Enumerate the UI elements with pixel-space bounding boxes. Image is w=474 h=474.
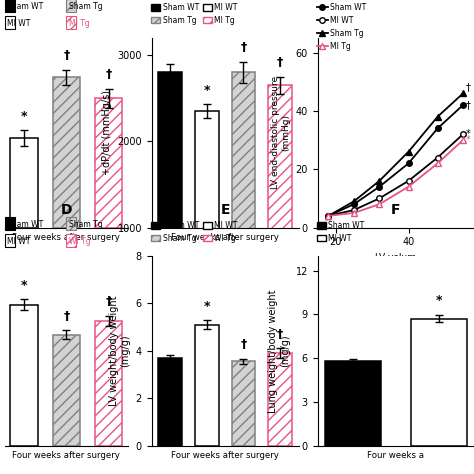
X-axis label: Four weeks after surgery: Four weeks after surgery [12, 233, 120, 242]
Text: †: † [63, 310, 70, 323]
MI Tg [351, 210, 357, 216]
Text: *: * [21, 109, 27, 122]
Text: *: * [436, 294, 442, 308]
Bar [95, 321, 122, 446]
Legend: Sham WT, MI WT, Sham Tg, MI Tg: Sham WT, MI WT, Sham Tg, MI Tg [314, 0, 370, 54]
Bar [66, 217, 76, 230]
Sham WT [460, 102, 466, 108]
Text: F: F [391, 203, 401, 217]
Bar [158, 73, 182, 314]
X-axis label: Four weeks after surgery: Four weeks after surgery [12, 451, 120, 460]
Text: MI WT: MI WT [7, 19, 31, 28]
Text: *: * [466, 129, 471, 139]
Bar [53, 77, 80, 228]
Text: E: E [220, 203, 230, 217]
Text: WI Tg: WI Tg [69, 237, 91, 246]
MI Tg [326, 213, 331, 219]
Bar [10, 138, 38, 228]
Bar [10, 305, 38, 446]
Text: Sham Tg: Sham Tg [69, 2, 102, 11]
Bar [66, 16, 76, 29]
Text: †: † [277, 328, 283, 341]
Sham Tg [435, 114, 440, 119]
X-axis label: Four weeks after surgery: Four weeks after surgery [171, 451, 279, 460]
Sham Tg [376, 178, 382, 184]
Sham WT [376, 184, 382, 190]
MI Tg [376, 201, 382, 207]
X-axis label: Four weeks a: Four weeks a [367, 451, 424, 460]
Sham WT [326, 213, 331, 219]
Bar [66, 0, 76, 12]
Text: †: † [240, 338, 246, 352]
Legend: Sham WT, Sham Tg, MI WT, WI Tg: Sham WT, Sham Tg, MI WT, WI Tg [148, 218, 241, 246]
Text: †: † [106, 295, 112, 308]
Bar [158, 358, 182, 446]
Text: D: D [61, 203, 72, 217]
Sham WT [435, 126, 440, 131]
Text: *: * [466, 135, 471, 145]
Sham WT [406, 161, 411, 166]
Bar [53, 335, 80, 446]
Sham Tg [406, 149, 411, 155]
Bar [268, 353, 292, 446]
Text: †: † [466, 100, 471, 110]
Bar [66, 234, 76, 247]
Bar [411, 319, 467, 446]
Bar [5, 234, 15, 247]
MI WT [460, 131, 466, 137]
Sham Tg [460, 91, 466, 96]
MI WT [435, 155, 440, 160]
Legend: Sham WT, Sham Tg, MI WT, MI Tg: Sham WT, Sham Tg, MI WT, MI Tg [148, 0, 241, 28]
MI Tg [406, 184, 411, 190]
MI WT [351, 207, 357, 213]
Sham WT [351, 201, 357, 207]
Text: *: * [204, 300, 210, 313]
Text: MI WT: MI WT [7, 237, 31, 246]
Text: †: † [106, 68, 112, 82]
Y-axis label: LV weight/body weight
(mg/g): LV weight/body weight (mg/g) [109, 295, 130, 406]
Line: MI Tg: MI Tg [326, 137, 466, 219]
Text: *: * [204, 84, 210, 97]
Sham Tg [351, 199, 357, 204]
Bar [5, 16, 15, 29]
Bar [5, 0, 15, 12]
Bar [195, 111, 219, 314]
Bar [325, 361, 381, 446]
Sham Tg [326, 213, 331, 219]
Y-axis label: LV end-diastolic pressure
(mmHg): LV end-diastolic pressure (mmHg) [271, 76, 290, 189]
Text: †: † [466, 82, 471, 92]
Text: †: † [63, 49, 70, 62]
Legend: Sham WT, MI WT: Sham WT, MI WT [314, 218, 367, 246]
MI WT [326, 213, 331, 219]
X-axis label: LV volum: LV volum [375, 253, 416, 262]
Bar [232, 361, 255, 446]
Bar [268, 85, 292, 314]
Text: *: * [21, 279, 27, 292]
MI WT [376, 195, 382, 201]
Text: Sham WT: Sham WT [7, 220, 44, 229]
Text: †: † [240, 41, 246, 55]
Text: †: † [277, 56, 283, 69]
MI Tg [460, 137, 466, 143]
Bar [95, 99, 122, 228]
X-axis label: Four weeks after surgery: Four weeks after surgery [171, 233, 279, 242]
Line: Sham Tg: Sham Tg [326, 91, 466, 219]
Bar [232, 73, 255, 314]
MI WT [406, 178, 411, 184]
Text: MI Tg: MI Tg [69, 19, 90, 28]
Line: MI WT: MI WT [326, 131, 466, 219]
Text: Sham Tg: Sham Tg [69, 220, 102, 229]
Bar [5, 217, 15, 230]
Text: Sham WT: Sham WT [7, 2, 44, 11]
Line: Sham WT: Sham WT [326, 102, 466, 219]
Y-axis label: +dP/dt (mmHg/s): +dP/dt (mmHg/s) [102, 90, 112, 175]
MI Tg [435, 161, 440, 166]
Y-axis label: Lung weight/body weight
(mg/g): Lung weight/body weight (mg/g) [268, 289, 290, 412]
Bar [195, 325, 219, 446]
